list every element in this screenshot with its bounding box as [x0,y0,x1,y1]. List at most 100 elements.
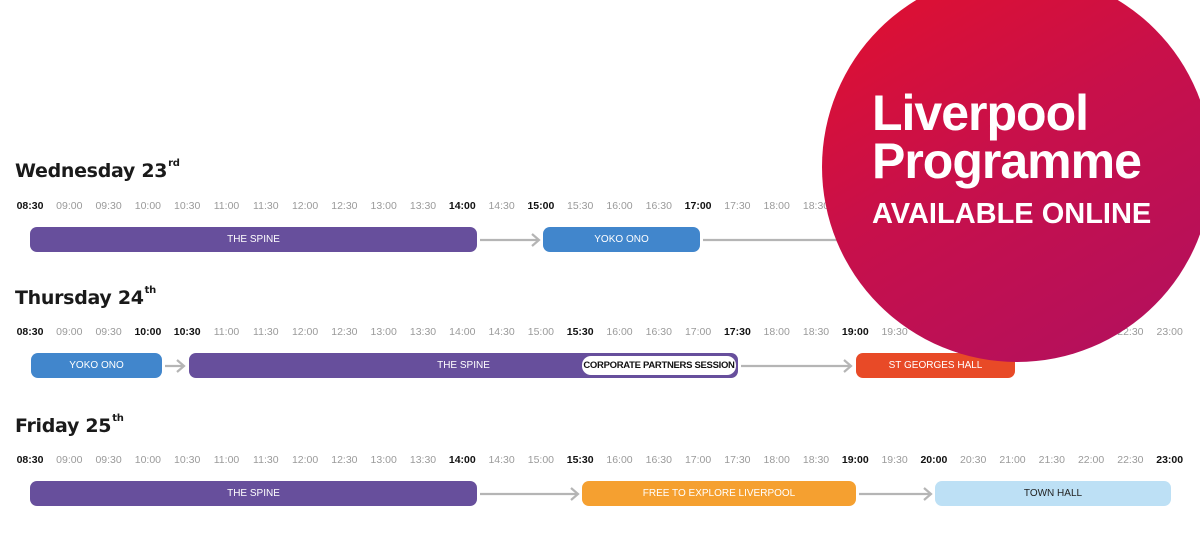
time-label: 15:30 [567,200,594,212]
time-label: 18:00 [763,326,790,338]
day-title: Wednesday 23rd [15,158,180,182]
bubble-title-line1: Liverpool [872,85,1089,141]
time-label: 09:00 [56,454,83,466]
day-name: Thursday 24 [15,287,144,309]
time-label: 13:00 [370,454,397,466]
time-label: 16:00 [606,326,633,338]
arrow-right-icon [480,232,541,247]
arrow-right-icon [859,486,933,501]
time-label: 11:00 [213,326,240,338]
day-title: Friday 25th [15,413,124,437]
bubble-circle [822,0,1200,362]
time-label: 11:30 [253,326,279,338]
day-suffix: th [144,285,157,296]
time-label: 10:00 [134,454,162,466]
time-label: 14:30 [488,454,515,466]
time-label: 08:30 [16,454,44,466]
event-bar[interactable]: TOWN HALL [935,481,1171,506]
event-bar[interactable]: YOKO ONO [31,353,162,378]
time-label: 12:30 [331,454,358,466]
time-label: 18:30 [802,200,830,212]
arrow-right-icon [165,358,186,373]
day-title: Thursday 24th [15,285,157,309]
time-label: 17:00 [684,326,712,338]
time-label: 23:00 [1156,454,1184,466]
time-label: 18:30 [802,454,830,466]
time-label: 17:30 [723,326,751,338]
time-label: 12:00 [291,326,319,338]
time-label: 15:00 [527,200,555,212]
time-label: 08:30 [16,326,44,338]
event-label: YOKO ONO [594,234,649,245]
event-bar[interactable]: THE SPINE [30,227,477,252]
time-label: 13:30 [409,326,437,338]
day-suffix: rd [168,158,180,169]
time-label: 11:00 [213,454,240,466]
time-label: 16:30 [645,326,672,338]
time-label: 18:00 [763,454,790,466]
time-label: 09:30 [95,326,122,338]
time-label: 09:00 [56,326,83,338]
event-label: TOWN HALL [1023,488,1083,499]
time-label: 10:00 [134,326,162,338]
event-label: THE SPINE [227,234,280,245]
event-bar[interactable]: THE SPINE [30,481,477,506]
time-label: 13:00 [370,326,397,338]
time-label: 22:00 [1077,454,1105,466]
time-label: 19:30 [881,326,908,338]
time-label: 17:30 [724,200,751,212]
event-label: YOKO ONO [69,360,124,371]
time-label: 16:30 [645,200,672,212]
time-label: 10:30 [174,454,201,466]
day-suffix: th [112,413,124,424]
time-label: 12:00 [291,200,319,212]
time-label: 21:30 [1038,454,1065,466]
time-label: 19:00 [841,326,869,338]
time-label: 17:00 [684,200,712,212]
time-label: 15:00 [527,454,555,466]
bubble-title-line2: Programme [872,133,1142,189]
time-label: 17:00 [684,454,712,466]
time-label: 13:30 [409,454,437,466]
time-label: 13:30 [409,200,437,212]
time-label: 09:00 [56,200,83,212]
inner-session-pill[interactable]: CORPORATE PARTNERS SESSION [582,356,736,375]
time-label: 19:00 [841,454,869,466]
time-label: 14:00 [449,326,476,338]
time-label: 16:00 [606,200,633,212]
time-label: 12:00 [291,454,319,466]
event-bar[interactable]: THE SPINE CORPORATE PARTNERS SESSION [189,353,738,378]
arrow-right-icon [480,486,580,501]
time-label: 14:30 [488,326,515,338]
time-label: 08:30 [16,200,44,212]
time-label: 16:30 [645,454,672,466]
time-label: 19:30 [881,454,908,466]
time-label: 14:00 [448,454,476,466]
event-bar[interactable]: FREE TO EXPLORE LIVERPOOL [582,481,856,506]
event-label: THE SPINE [437,360,490,371]
time-label: 16:00 [606,454,633,466]
event-label: THE SPINE [227,488,280,499]
time-label: 14:30 [488,200,515,212]
time-label: 20:30 [960,454,987,466]
time-label: 17:30 [724,454,751,466]
time-label: 09:30 [95,200,122,212]
time-label: 13:00 [370,200,397,212]
time-label: 15:00 [527,326,555,338]
time-label: 23:00 [1156,326,1183,338]
arrow-right-icon [703,232,850,247]
time-label: 15:30 [566,454,594,466]
time-label: 09:30 [95,454,122,466]
arrow-right-icon [741,358,853,373]
time-label: 18:00 [763,200,790,212]
time-label: 11:00 [213,200,240,212]
time-label: 14:00 [448,200,476,212]
event-bar[interactable]: YOKO ONO [543,227,700,252]
event-label: FREE TO EXPLORE LIVERPOOL [642,488,796,499]
day-name: Wednesday 23 [15,160,168,182]
time-label: 11:30 [253,454,279,466]
bubble-subtitle: AVAILABLE ONLINE [872,198,1152,230]
time-label: 10:30 [173,326,201,338]
time-label: 20:00 [920,454,948,466]
time-label: 10:00 [134,200,162,212]
